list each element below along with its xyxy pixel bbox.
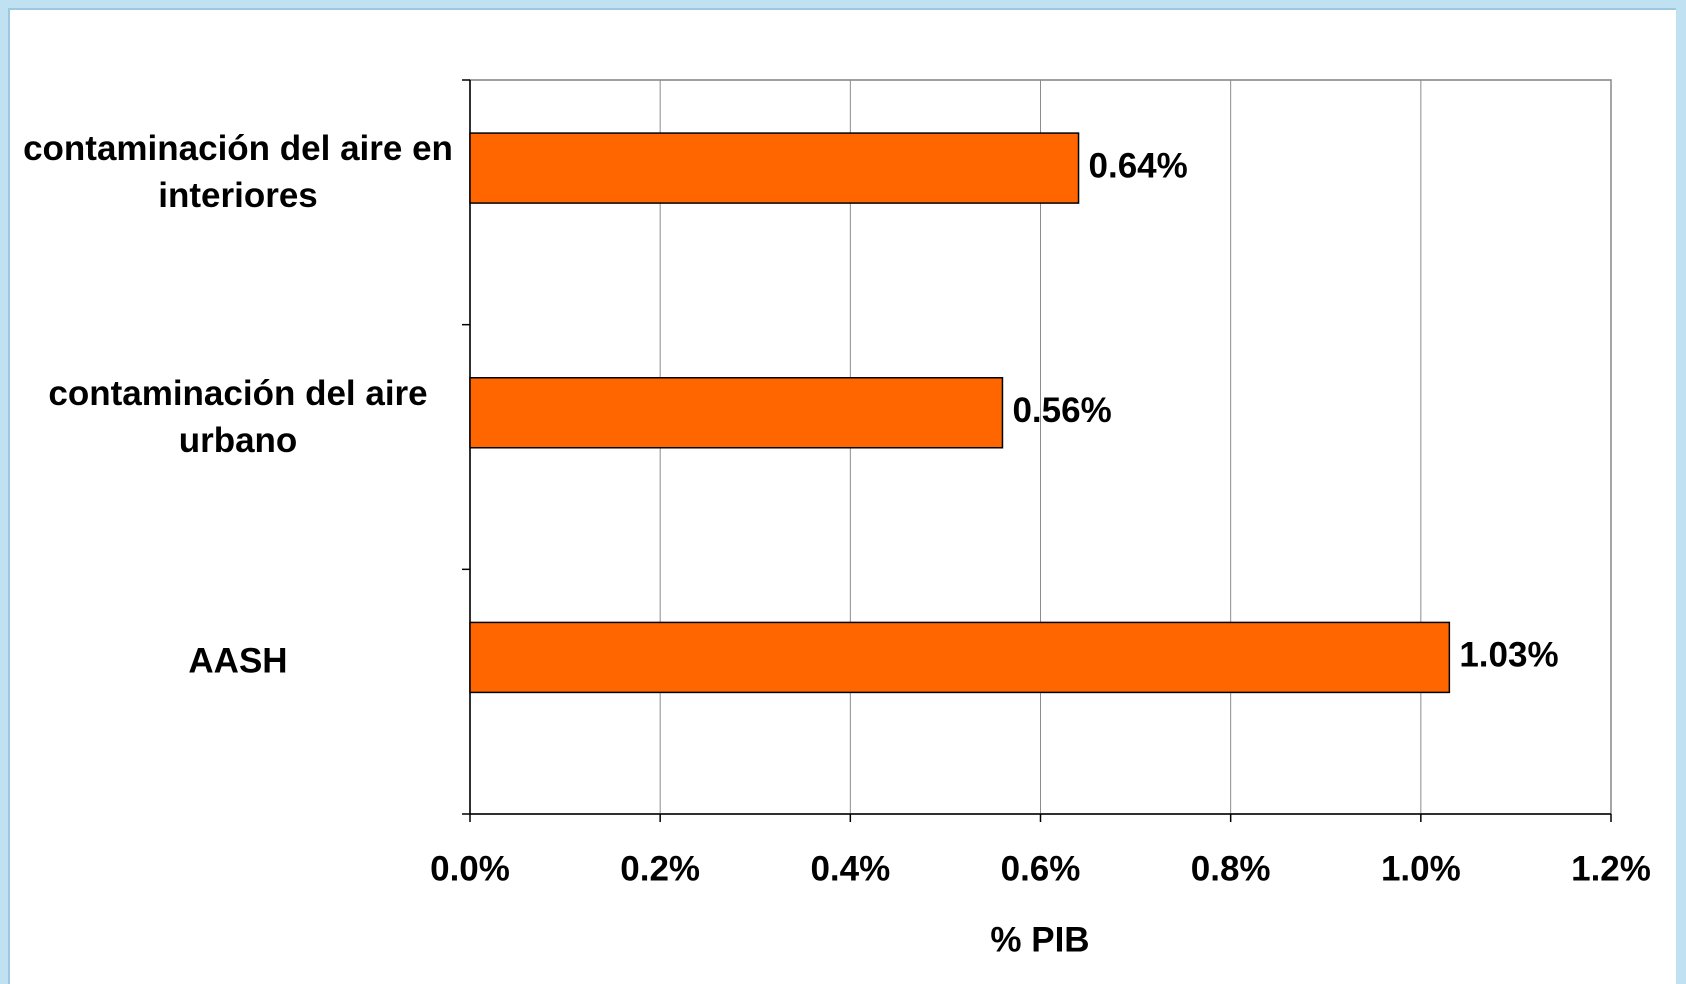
y-tick-label: contaminación del aire urbano <box>48 373 428 460</box>
bar <box>469 376 1004 449</box>
y-tick-label: contaminación del aire en interiores <box>23 129 453 216</box>
x-tick-label: 1.2% <box>1571 849 1651 888</box>
x-tick-label: 0.6% <box>1001 849 1081 888</box>
x-tick-label: 0.4% <box>810 849 890 888</box>
bar <box>469 621 1451 694</box>
x-tick-label: 0.2% <box>620 849 700 888</box>
x-tick-label: 0.0% <box>430 849 510 888</box>
y-tick-label: AASH <box>188 641 288 681</box>
x-axis-title: % PIB <box>990 920 1089 959</box>
bar <box>469 132 1080 204</box>
x-tick-label: 0.8% <box>1191 849 1271 888</box>
data-label: 0.56% <box>1012 391 1111 430</box>
x-tick-label: 1.0% <box>1381 849 1461 888</box>
data-label: 1.03% <box>1459 636 1558 675</box>
data-label: 0.64% <box>1089 146 1188 185</box>
